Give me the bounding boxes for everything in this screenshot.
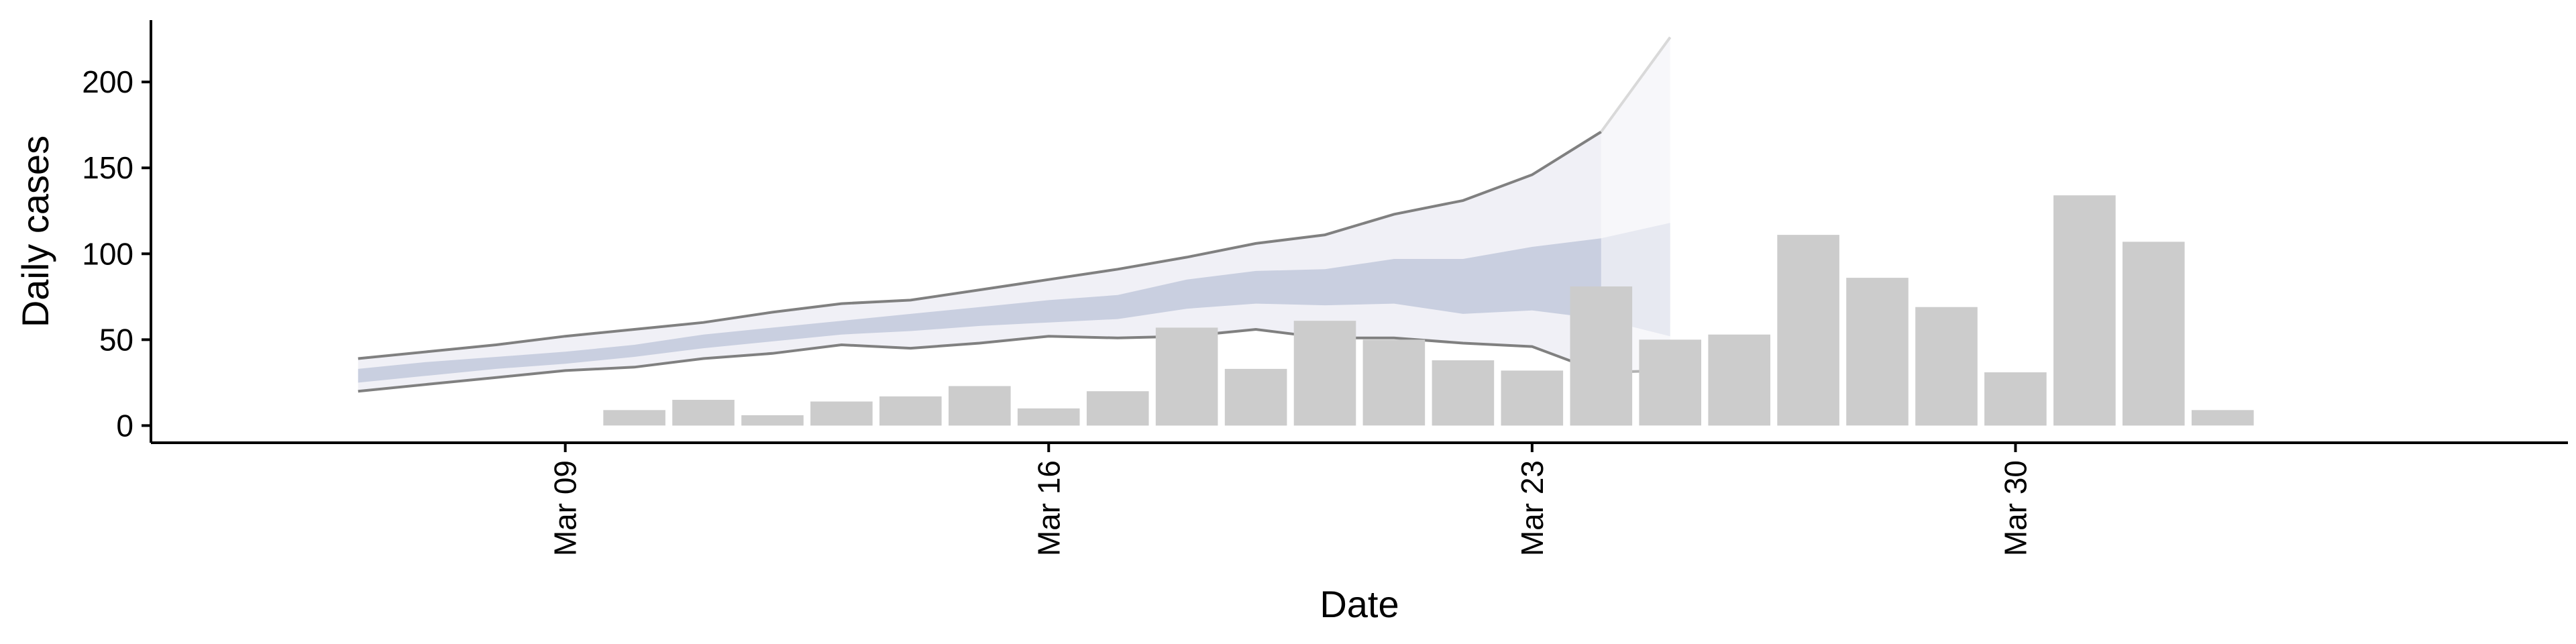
y-tick-label: 200: [82, 64, 133, 99]
bar: [1293, 321, 1356, 426]
bar: [1224, 368, 1287, 426]
bar: [1984, 372, 2047, 426]
bar: [1846, 278, 1909, 426]
bar: [1777, 235, 1839, 426]
bar: [1155, 327, 1218, 426]
bar: [2053, 195, 2116, 426]
bar: [672, 400, 735, 426]
axes-layer: 0 50 100 150 200 Mar 09 Mar 16 Mar 23 Mar 30: [82, 20, 2568, 556]
inner-interval-band: [358, 238, 1601, 383]
bar: [1915, 307, 1978, 426]
outer-upper-line: [358, 130, 1602, 360]
x-tick-label: Mar 30: [1998, 460, 2033, 556]
bar: [1708, 334, 1770, 426]
bar: [2192, 410, 2254, 426]
bars-layer: [603, 195, 2254, 426]
bar: [949, 386, 1011, 426]
bar: [603, 410, 665, 426]
bar: [1570, 286, 1633, 426]
bar: [1639, 339, 1701, 426]
y-tick-label: 0: [116, 408, 133, 443]
x-tick-label: Mar 09: [548, 460, 583, 556]
y-tick-label: 100: [82, 236, 133, 271]
bar: [741, 415, 804, 426]
bar: [1362, 339, 1426, 426]
y-tick-label: 50: [99, 322, 133, 357]
bar: [1017, 408, 1080, 426]
x-tick-label: Mar 23: [1515, 460, 1550, 556]
x-tick-label: Mar 16: [1031, 460, 1066, 556]
bar: [810, 401, 873, 426]
bar: [879, 396, 942, 426]
bar: [1501, 370, 1564, 426]
forecast-band-layer: [358, 36, 1672, 393]
y-axis-title: Daily cases: [14, 136, 56, 327]
bar: [1432, 360, 1495, 426]
x-axis-title: Date: [1320, 583, 1399, 625]
outer-lower-line: [358, 327, 1602, 393]
y-tick-label: 150: [82, 150, 133, 185]
outer-upper-line-extension: [1600, 36, 1672, 133]
bar: [1086, 391, 1149, 426]
bar: [2123, 241, 2185, 426]
